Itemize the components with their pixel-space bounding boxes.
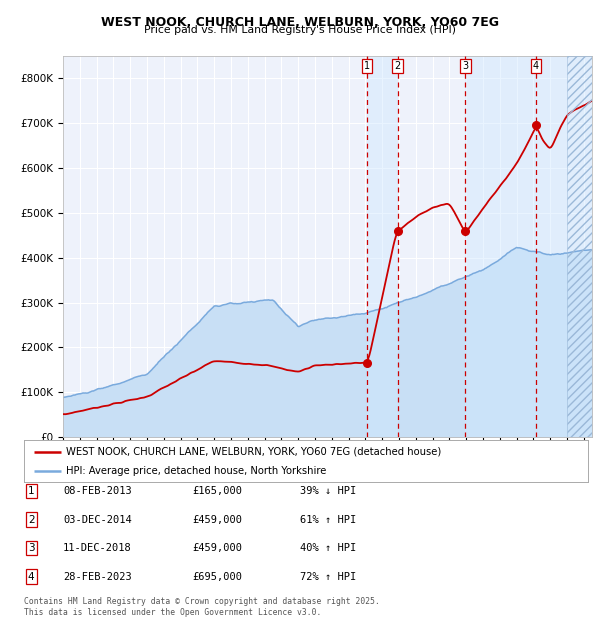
Text: 03-DEC-2014: 03-DEC-2014 [63, 515, 132, 525]
Text: Price paid vs. HM Land Registry's House Price Index (HPI): Price paid vs. HM Land Registry's House … [144, 25, 456, 35]
Text: 72% ↑ HPI: 72% ↑ HPI [300, 572, 356, 582]
Text: 1: 1 [364, 61, 370, 71]
Text: 3: 3 [28, 543, 35, 553]
Text: WEST NOOK, CHURCH LANE, WELBURN, YORK, YO60 7EG (detached house): WEST NOOK, CHURCH LANE, WELBURN, YORK, Y… [66, 446, 442, 456]
Text: 4: 4 [28, 572, 35, 582]
Bar [466, 56, 592, 437]
Text: 4: 4 [533, 61, 539, 71]
Text: £459,000: £459,000 [192, 543, 242, 553]
Text: £695,000: £695,000 [192, 572, 242, 582]
Text: 3: 3 [462, 61, 469, 71]
Text: 11-DEC-2018: 11-DEC-2018 [63, 543, 132, 553]
Text: 40% ↑ HPI: 40% ↑ HPI [300, 543, 356, 553]
Text: HPI: Average price, detached house, North Yorkshire: HPI: Average price, detached house, Nort… [66, 466, 326, 476]
Text: 61% ↑ HPI: 61% ↑ HPI [300, 515, 356, 525]
Text: 1: 1 [28, 486, 35, 496]
Text: 39% ↓ HPI: 39% ↓ HPI [300, 486, 356, 496]
Text: 28-FEB-2023: 28-FEB-2023 [63, 572, 132, 582]
Text: 2: 2 [395, 61, 401, 71]
Text: Contains HM Land Registry data © Crown copyright and database right 2025.
This d: Contains HM Land Registry data © Crown c… [24, 598, 380, 617]
Text: £165,000: £165,000 [192, 486, 242, 496]
Text: 08-FEB-2013: 08-FEB-2013 [63, 486, 132, 496]
Text: WEST NOOK, CHURCH LANE, WELBURN, YORK, YO60 7EG: WEST NOOK, CHURCH LANE, WELBURN, YORK, Y… [101, 16, 499, 29]
Text: 2: 2 [28, 515, 35, 525]
Text: £459,000: £459,000 [192, 515, 242, 525]
Bar [367, 56, 398, 437]
